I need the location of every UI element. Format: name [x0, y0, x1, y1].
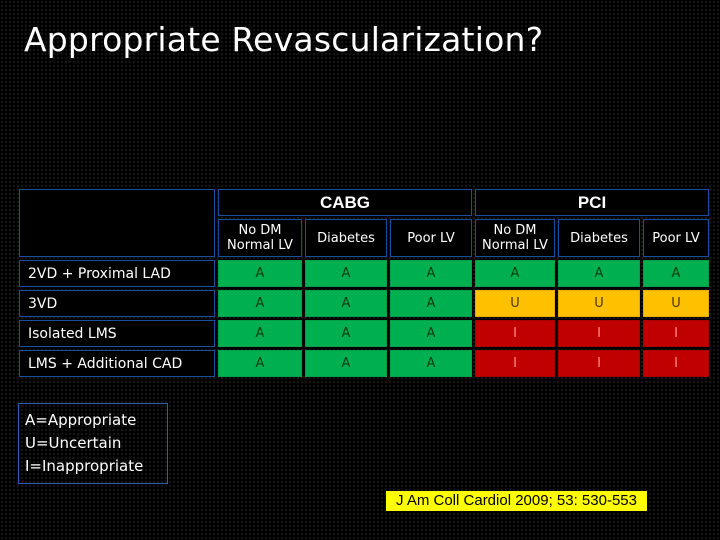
rating-cell: I	[643, 350, 709, 377]
rating-cell: U	[643, 290, 709, 317]
slide-title: Appropriate Revascularization?	[24, 20, 544, 59]
legend-inappropriate: I=Inappropriate	[25, 457, 144, 475]
empty-corner-cell	[19, 189, 215, 257]
row-label: LMS + Additional CAD	[19, 350, 215, 377]
rating-cell: A	[218, 290, 302, 317]
rating-cell: U	[475, 290, 555, 317]
rating-cell: A	[390, 260, 472, 287]
rating-cell: A	[390, 350, 472, 377]
group-header-row: CABG PCI	[19, 189, 709, 257]
subheader-pci-diabetes: Diabetes	[558, 219, 640, 257]
subheader-cabg-no-dm: No DM Normal LV	[218, 219, 302, 257]
revascularization-table: CABG PCI No DM Normal LV Diabetes Poor L…	[16, 186, 712, 380]
subheader-cabg-diabetes: Diabetes	[305, 219, 387, 257]
table-row: Isolated LMS A A A I I I	[19, 320, 709, 347]
rating-cell: A	[305, 260, 387, 287]
rating-cell: I	[558, 320, 640, 347]
rating-cell: A	[305, 320, 387, 347]
legend-appropriate: A=Appropriate	[25, 411, 137, 429]
table-row: 2VD + Proximal LAD A A A A A A	[19, 260, 709, 287]
subheader-pci-poor-lv: Poor LV	[643, 219, 709, 257]
rating-cell: I	[558, 350, 640, 377]
rating-cell: A	[218, 350, 302, 377]
rating-cell: A	[305, 350, 387, 377]
rating-cell: A	[475, 260, 555, 287]
rating-cell: A	[218, 260, 302, 287]
subheader-cabg-poor-lv: Poor LV	[390, 219, 472, 257]
rating-cell: A	[305, 290, 387, 317]
rating-cell: U	[558, 290, 640, 317]
rating-cell: A	[390, 290, 472, 317]
table-row: 3VD A A A U U U	[19, 290, 709, 317]
row-label: 2VD + Proximal LAD	[19, 260, 215, 287]
table-row: LMS + Additional CAD A A A I I I	[19, 350, 709, 377]
rating-cell: A	[558, 260, 640, 287]
subheader-row: No DM Normal LV Diabetes Poor LV No DM N…	[19, 219, 709, 257]
rating-cell: A	[218, 320, 302, 347]
row-label: Isolated LMS	[19, 320, 215, 347]
rating-cell: A	[390, 320, 472, 347]
citation: J Am Coll Cardiol 2009; 53: 530-553	[386, 491, 647, 511]
legend-uncertain: U=Uncertain	[25, 434, 122, 452]
rating-cell: A	[643, 260, 709, 287]
rating-cell: I	[475, 350, 555, 377]
row-label: 3VD	[19, 290, 215, 317]
subheader-pci-no-dm: No DM Normal LV	[475, 219, 555, 257]
legend-box: A=Appropriate U=Uncertain I=Inappropriat…	[18, 403, 168, 484]
rating-cell: I	[643, 320, 709, 347]
group-header-cabg: CABG	[218, 189, 472, 216]
group-header-pci: PCI	[475, 189, 709, 216]
rating-cell: I	[475, 320, 555, 347]
